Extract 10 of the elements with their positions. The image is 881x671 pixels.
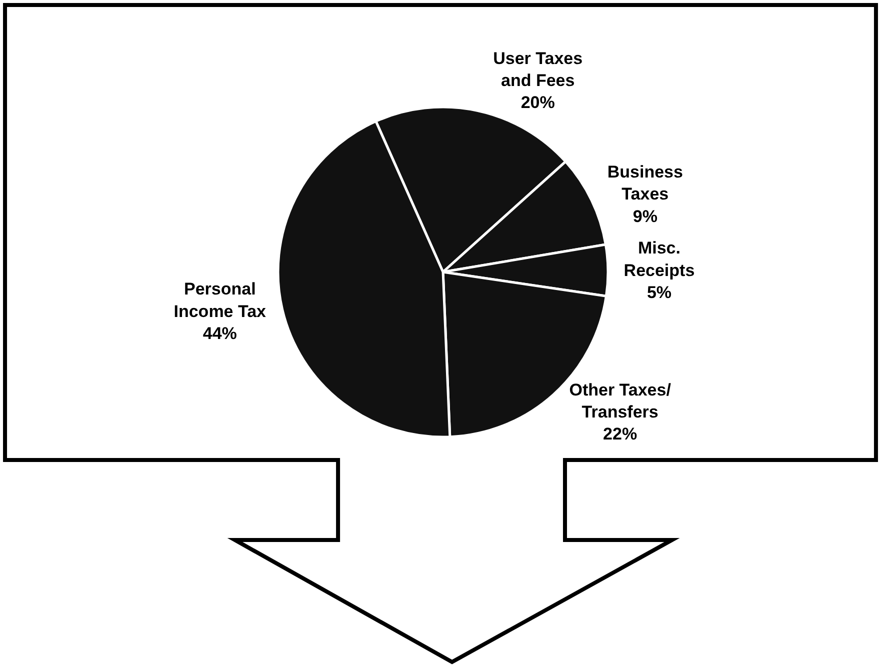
data-label: 44% (202, 324, 237, 343)
slice-label: User Taxes and Fees (493, 48, 583, 90)
slice-label: Personal Income Tax (174, 280, 267, 321)
slice-label: Misc. Receipts (624, 238, 695, 280)
data-label: 9% (632, 206, 658, 226)
slice-label: Business Taxes (607, 162, 683, 204)
slice-label: Other Taxes/ Transfers (569, 380, 672, 422)
data-label: 5% (646, 282, 672, 302)
data-label: 20% (520, 92, 555, 112)
data-label: 22% (603, 424, 638, 444)
